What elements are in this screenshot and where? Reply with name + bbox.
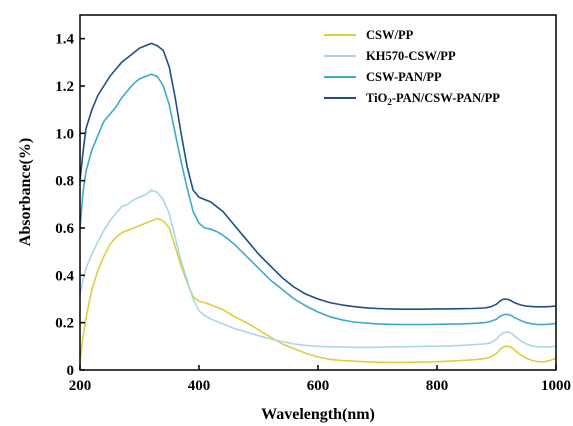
legend: CSW/PP KH570-CSW/PP CSW-PAN/PP TiO2-PAN/… <box>324 28 500 107</box>
legend-label-csw-pan-pp: CSW-PAN/PP <box>366 70 442 84</box>
x-tick-label: 800 <box>426 378 449 394</box>
legend-label-kh570-csw-pp: KH570-CSW/PP <box>366 49 456 63</box>
series-line-tio2-pan-csw-pan-pp <box>79 42 557 310</box>
series-line-csw-pp <box>79 217 557 364</box>
x-tick-label: 400 <box>188 378 211 394</box>
x-tick-label: 200 <box>69 378 92 394</box>
y-tick-label: 1.4 <box>55 32 74 48</box>
series-line-kh570-csw-pp <box>79 189 557 349</box>
y-tick-label: 0.2 <box>55 316 74 332</box>
y-axis-ticks: 0 0.2 0.4 0.6 0.8 1.0 1.2 1.4 <box>55 32 85 379</box>
plot-frame <box>79 14 557 371</box>
series-group <box>79 42 557 364</box>
x-tick-label: 1000 <box>541 378 571 394</box>
x-tick-label: 600 <box>307 378 330 394</box>
y-tick-label: 1.2 <box>55 79 74 95</box>
y-axis-title: Absorbance(%) <box>17 138 34 246</box>
y-tick-label: 0.8 <box>55 174 74 190</box>
y-tick-label: 0 <box>67 363 75 379</box>
series-line-csw-pan-pp <box>79 73 557 326</box>
x-axis-ticks: 200 400 600 800 1000 <box>69 365 571 394</box>
legend-label-csw-pp: CSW/PP <box>366 28 414 42</box>
y-tick-label: 0.4 <box>55 268 74 284</box>
y-tick-label: 0.6 <box>55 221 74 237</box>
y-tick-label: 1.0 <box>55 126 74 142</box>
legend-label-tio2-pan-csw-pan-pp: TiO2-PAN/CSW-PAN/PP <box>366 91 500 107</box>
x-axis-title: Wavelength(nm) <box>261 406 375 423</box>
